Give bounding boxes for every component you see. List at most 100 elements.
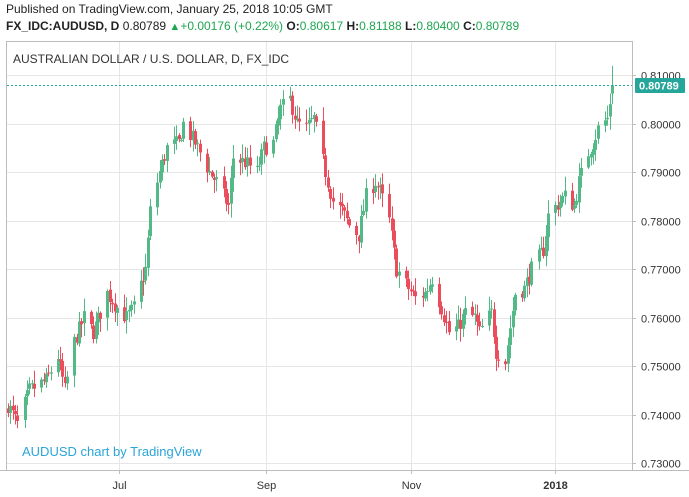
candle-body: [514, 294, 517, 311]
candle-up: [379, 177, 382, 200]
candle-body: [90, 311, 93, 325]
candle-up: [175, 125, 178, 150]
candle-body: [156, 182, 159, 208]
published-caption: Published on TradingView.com, January 25…: [6, 2, 333, 16]
candle-body: [327, 177, 330, 188]
candle-down: [381, 173, 384, 208]
candle-up: [156, 172, 159, 216]
candle-up: [180, 137, 183, 142]
candle-up: [26, 380, 29, 406]
high-label: H:: [346, 19, 360, 33]
candle-body: [455, 326, 458, 332]
candle-body: [14, 411, 17, 415]
candle-body: [339, 201, 342, 206]
candle-body: [393, 230, 396, 248]
y-tick-label: 0.76000: [641, 314, 681, 326]
candle-up: [260, 143, 263, 175]
candle-up: [490, 299, 493, 319]
candle-body: [173, 139, 176, 144]
candle-up: [580, 157, 583, 188]
y-tick-label: 0.78000: [641, 217, 681, 229]
candle-up: [196, 139, 199, 157]
candle-body: [512, 310, 515, 328]
candle-body: [192, 130, 195, 141]
candle-down: [163, 154, 166, 166]
candle-down: [438, 277, 441, 315]
candle-body: [348, 219, 351, 226]
candle-body: [265, 142, 268, 155]
candle-down: [346, 202, 349, 225]
candle-body: [358, 236, 361, 242]
candle-down: [43, 372, 46, 385]
candle-body: [521, 293, 524, 298]
candle-up: [609, 93, 612, 130]
candle-up: [9, 400, 12, 424]
candle-body: [564, 190, 567, 197]
candle-body: [377, 186, 380, 188]
candle-up: [232, 144, 235, 192]
symbol-label: FX_IDC:AUDUSD, D: [6, 19, 120, 33]
candle-up: [426, 278, 429, 302]
candle-body: [611, 85, 614, 94]
candle-body: [208, 171, 211, 173]
candle-down: [12, 395, 15, 420]
candle-down: [225, 181, 228, 212]
candle-down: [109, 281, 112, 313]
candle-up: [474, 304, 477, 326]
candle-up: [133, 295, 136, 314]
candle-body: [488, 310, 491, 326]
candle-body: [114, 303, 117, 312]
candle-up: [130, 300, 133, 317]
candle-down: [294, 106, 297, 129]
candle-body: [443, 315, 446, 323]
candle-up: [561, 192, 564, 207]
candle-up: [66, 371, 69, 390]
candle-body: [147, 237, 150, 268]
candle-body: [571, 190, 574, 210]
candle-body: [410, 289, 413, 292]
candle-up: [578, 163, 581, 213]
candle-body: [360, 216, 363, 243]
candle-up: [374, 174, 377, 198]
candle-body: [509, 328, 512, 345]
candle-down: [99, 311, 102, 332]
candle-up: [457, 305, 460, 329]
candle-body: [140, 280, 143, 302]
candle-up: [587, 148, 590, 169]
candle-body: [504, 361, 507, 365]
candle-up: [545, 224, 548, 267]
candle-down: [123, 294, 126, 324]
candle-up: [246, 147, 249, 177]
candle-up: [575, 194, 578, 208]
candle-up: [360, 204, 363, 249]
candle-body: [590, 153, 593, 158]
y-tick-label: 0.79000: [641, 168, 681, 180]
candle-down: [249, 145, 252, 175]
candle-body: [28, 383, 31, 389]
candle-body: [440, 306, 443, 315]
candle-up: [208, 157, 211, 176]
candle-body: [239, 159, 242, 163]
candle-body: [538, 249, 541, 262]
candle-down: [315, 113, 318, 127]
candle-body: [493, 309, 496, 338]
candle-body: [407, 278, 410, 290]
candle-body: [459, 320, 462, 329]
candle-body: [260, 149, 263, 165]
candle-down: [199, 139, 202, 162]
candle-down: [358, 234, 361, 254]
candle-down: [343, 205, 346, 222]
candle-up: [362, 199, 365, 217]
candle-body: [31, 383, 34, 385]
candle-up: [313, 111, 316, 133]
candle-up: [512, 297, 515, 337]
candle-up: [606, 105, 609, 126]
candle-up: [481, 319, 484, 328]
candle-body: [322, 120, 325, 155]
candle-up: [140, 270, 143, 309]
candle-down: [298, 107, 301, 132]
candle-body: [388, 194, 391, 218]
candle-up: [45, 367, 48, 389]
candle-body: [329, 188, 332, 199]
